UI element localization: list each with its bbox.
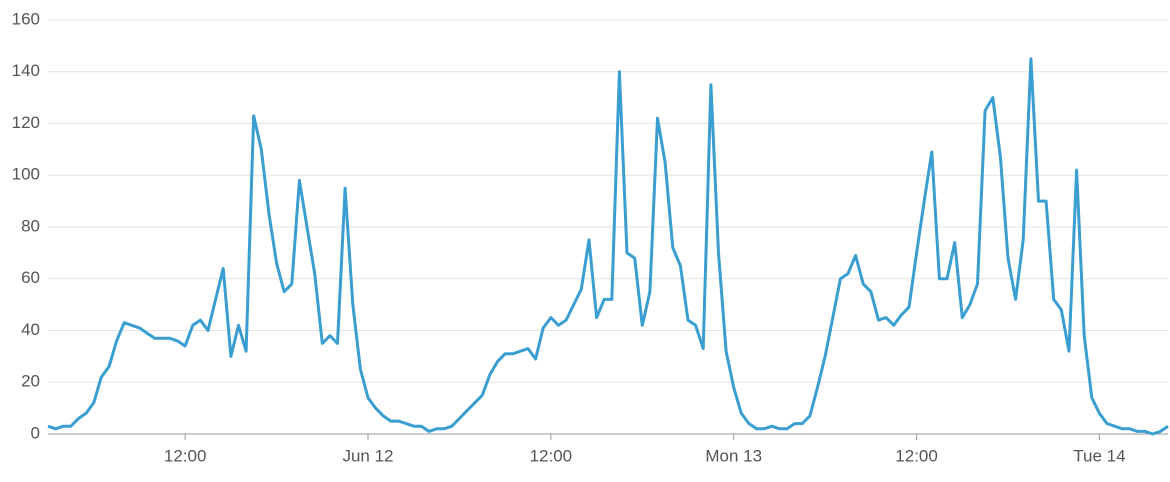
- y-tick-label: 100: [12, 165, 40, 184]
- y-tick-label: 60: [21, 268, 40, 287]
- x-tick-label: 12:00: [164, 446, 207, 465]
- y-tick-label: 140: [12, 61, 40, 80]
- x-tick-label: Tue 14: [1073, 446, 1125, 465]
- y-tick-label: 120: [12, 113, 40, 132]
- y-tick-label: 80: [21, 216, 40, 235]
- x-tick-label: Jun 12: [342, 446, 393, 465]
- y-tick-label: 0: [31, 423, 40, 442]
- y-tick-label: 160: [12, 9, 40, 28]
- x-tick-label: Mon 13: [705, 446, 762, 465]
- x-tick-label: 12:00: [530, 446, 573, 465]
- y-tick-label: 20: [21, 372, 40, 391]
- x-tick-label: 12:00: [895, 446, 938, 465]
- y-tick-label: 40: [21, 320, 40, 339]
- data-line: [47, 57, 1169, 436]
